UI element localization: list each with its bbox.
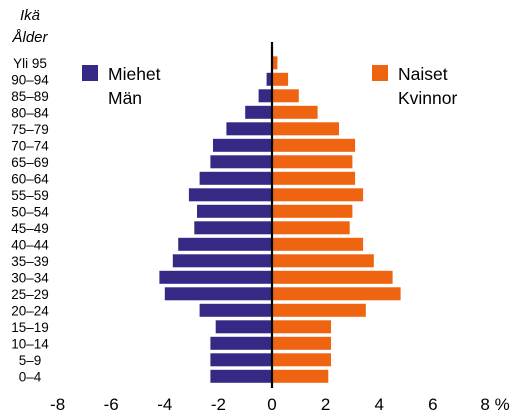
age-label-5: 25–29	[11, 287, 49, 302]
bar-male-8	[178, 237, 272, 251]
legend-female-label-fi: Naiset	[398, 64, 448, 84]
bar-female-7	[272, 254, 374, 268]
bar-female-13	[272, 155, 353, 169]
bar-female-17	[272, 89, 299, 103]
x-tick-label-2: -4	[157, 395, 172, 414]
bar-female-4	[272, 303, 366, 317]
legend-female-label-sv: Kvinnor	[398, 88, 458, 108]
bar-female-6	[272, 270, 393, 284]
bar-male-12	[199, 171, 272, 185]
bar-male-1	[210, 353, 272, 367]
x-tick-label-1: -6	[104, 395, 119, 414]
bar-female-19	[272, 56, 278, 70]
bar-male-9	[194, 221, 272, 235]
bar-male-7	[172, 254, 272, 268]
bar-female-8	[272, 237, 364, 251]
bar-female-9	[272, 221, 350, 235]
age-label-16: 80–84	[11, 105, 49, 120]
bar-male-14	[213, 138, 272, 152]
age-label-11: 55–59	[11, 188, 49, 203]
age-label-17: 85–89	[11, 89, 49, 104]
bar-female-14	[272, 138, 356, 152]
bar-male-15	[226, 122, 272, 136]
age-label-12: 60–64	[11, 171, 49, 186]
age-label-4: 20–24	[11, 303, 49, 318]
x-tick-label-7: 6	[428, 395, 437, 414]
age-header-fi: Ikä	[20, 7, 40, 24]
age-label-14: 70–74	[11, 138, 49, 153]
age-label-19: Yli 95	[13, 56, 47, 71]
age-label-13: 65–69	[11, 155, 49, 170]
bar-female-3	[272, 320, 331, 334]
legend-male-label-sv: Män	[108, 88, 142, 108]
bar-male-2	[210, 336, 272, 350]
bar-female-15	[272, 122, 339, 136]
bar-male-10	[197, 204, 272, 218]
x-tick-label-5: 2	[321, 395, 330, 414]
age-label-15: 75–79	[11, 122, 49, 137]
bar-female-12	[272, 171, 356, 185]
age-label-3: 15–19	[11, 320, 49, 335]
bar-male-3	[215, 320, 272, 334]
x-tick-label-8: 8 %	[480, 395, 509, 414]
bar-male-6	[159, 270, 272, 284]
bar-male-11	[188, 188, 272, 202]
bar-female-2	[272, 336, 331, 350]
age-label-8: 40–44	[11, 237, 49, 252]
legend-male-label-fi: Miehet	[108, 64, 161, 84]
age-label-7: 35–39	[11, 254, 49, 269]
legend-female-swatch	[372, 65, 388, 81]
age-label-18: 90–94	[11, 72, 49, 87]
age-header-sv: Ålder	[11, 29, 48, 46]
x-tick-label-6: 4	[374, 395, 383, 414]
bar-female-11	[272, 188, 364, 202]
x-tick-label-4: 0	[267, 395, 276, 414]
bar-female-10	[272, 204, 353, 218]
bar-male-16	[245, 105, 272, 119]
x-axis-ticks: -8 -6 -4 -2 0 2 4 6 8 %	[50, 395, 510, 414]
age-label-9: 45–49	[11, 221, 49, 236]
legend-male-swatch	[82, 65, 98, 81]
x-tick-label-3: -2	[211, 395, 226, 414]
bar-female-1	[272, 353, 331, 367]
bar-male-18	[266, 72, 272, 86]
x-tick-label-0: -8	[50, 395, 65, 414]
bar-female-18	[272, 72, 289, 86]
bar-female-16	[272, 105, 318, 119]
bar-male-4	[199, 303, 272, 317]
age-label-10: 50–54	[11, 204, 49, 219]
age-label-2: 10–14	[11, 336, 49, 351]
age-label-6: 30–34	[11, 270, 49, 285]
bar-female-5	[272, 287, 401, 301]
bar-male-13	[210, 155, 272, 169]
bar-male-17	[258, 89, 272, 103]
bar-male-5	[164, 287, 272, 301]
age-label-0: 0–4	[19, 369, 42, 384]
bar-male-0	[210, 369, 272, 383]
bar-female-0	[272, 369, 329, 383]
age-label-1: 5–9	[19, 353, 42, 368]
bars-layer	[159, 56, 401, 383]
